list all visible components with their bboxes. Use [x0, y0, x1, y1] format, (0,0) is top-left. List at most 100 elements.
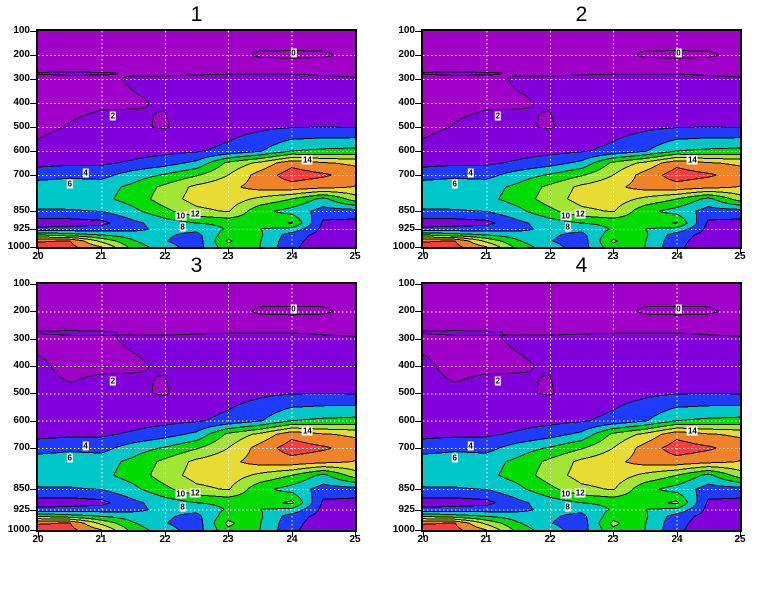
y-axis-tick — [415, 448, 421, 449]
x-axis-tick — [486, 532, 487, 537]
y-axis-tick — [415, 339, 421, 340]
y-axis-label-925: 925 — [398, 223, 415, 234]
y-axis-tick — [30, 55, 36, 56]
panel-title-3: 3 — [190, 254, 203, 277]
y-axis-tick — [30, 175, 36, 176]
y-axis-label-1000: 1000 — [7, 524, 30, 535]
x-axis-label-20: 20 — [417, 251, 429, 262]
x-axis-tick — [677, 249, 678, 254]
contour-panel-3: 0 2 4 6 14 10 12 8 — [36, 282, 357, 532]
y-axis-label-700: 700 — [398, 442, 415, 453]
x-axis-label-22: 22 — [159, 251, 171, 262]
x-axis-label-20: 20 — [32, 534, 44, 545]
x-axis-tick — [292, 532, 293, 537]
y-axis-label-300: 300 — [398, 73, 415, 84]
y-axis-tick — [415, 530, 421, 531]
x-axis-tick — [613, 532, 614, 537]
panel-title-1: 1 — [190, 3, 203, 26]
contour-label-0: 0 — [675, 48, 682, 58]
x-axis-tick — [550, 249, 551, 254]
y-axis-tick — [30, 127, 36, 128]
y-axis-label-925: 925 — [398, 504, 415, 515]
x-axis-label-21: 21 — [480, 251, 492, 262]
x-axis-label-25: 25 — [734, 534, 746, 545]
x-axis-label-24: 24 — [286, 534, 298, 545]
y-axis-label-700: 700 — [398, 169, 415, 180]
y-axis-label-600: 600 — [13, 145, 30, 156]
y-axis-tick — [415, 421, 421, 422]
contour-label-12: 12 — [574, 488, 586, 498]
x-axis-label-22: 22 — [159, 534, 171, 545]
y-axis-label-600: 600 — [398, 415, 415, 426]
contour-label-12: 12 — [189, 209, 201, 219]
x-axis-label-20: 20 — [32, 251, 44, 262]
y-axis-tick — [30, 311, 36, 312]
y-axis-label-1000: 1000 — [392, 524, 415, 535]
x-axis-tick — [228, 249, 229, 254]
contour-label-4: 4 — [82, 168, 89, 178]
y-axis-label-300: 300 — [398, 333, 415, 344]
y-axis-tick — [30, 530, 36, 531]
x-axis-label-23: 23 — [222, 534, 234, 545]
y-axis-label-100: 100 — [13, 25, 30, 36]
x-axis-tick — [38, 249, 39, 254]
x-axis-label-25: 25 — [349, 534, 361, 545]
panel-title-4: 4 — [575, 254, 588, 277]
x-axis-label-21: 21 — [480, 534, 492, 545]
y-axis-label-100: 100 — [398, 25, 415, 36]
y-axis-label-500: 500 — [13, 387, 30, 398]
y-axis-tick — [415, 175, 421, 176]
y-axis-tick — [30, 229, 36, 230]
y-axis-tick — [415, 489, 421, 490]
contour-label-8: 8 — [179, 502, 186, 512]
y-axis-label-850: 850 — [398, 483, 415, 494]
x-axis-tick — [355, 249, 356, 254]
y-axis-label-400: 400 — [398, 97, 415, 108]
x-axis-tick — [101, 249, 102, 254]
x-axis-tick — [550, 532, 551, 537]
y-axis-tick — [415, 79, 421, 80]
x-axis-tick — [38, 532, 39, 537]
contour-panel-1: 0 2 4 6 14 10 12 8 — [36, 29, 357, 249]
contour-label-8: 8 — [179, 222, 186, 232]
x-axis-tick — [486, 249, 487, 254]
y-axis-label-200: 200 — [13, 305, 30, 316]
contour-label-2: 2 — [109, 111, 117, 121]
y-axis-tick — [415, 284, 421, 285]
y-axis-label-400: 400 — [13, 360, 30, 371]
x-axis-label-25: 25 — [734, 251, 746, 262]
y-axis-tick — [30, 103, 36, 104]
contour-label-14: 14 — [301, 426, 313, 435]
y-axis-tick — [30, 421, 36, 422]
contour-label-4: 4 — [467, 441, 474, 451]
contour-panel-2: 0 2 4 6 14 10 12 8 — [421, 29, 742, 249]
y-axis-tick — [30, 366, 36, 367]
contour-label-8: 8 — [564, 502, 571, 512]
x-axis-tick — [740, 532, 741, 537]
y-axis-label-1000: 1000 — [7, 241, 30, 252]
contour-label-2: 2 — [494, 376, 502, 386]
x-axis-tick — [355, 532, 356, 537]
y-axis-tick — [415, 247, 421, 248]
y-axis-tick — [30, 79, 36, 80]
y-axis-label-400: 400 — [13, 97, 30, 108]
x-axis-label-21: 21 — [95, 251, 107, 262]
x-axis-label-23: 23 — [222, 251, 234, 262]
y-axis-tick — [415, 393, 421, 394]
contour-label-12: 12 — [574, 209, 586, 219]
y-axis-tick — [30, 339, 36, 340]
contour-label-4: 4 — [82, 441, 89, 451]
x-axis-tick — [423, 532, 424, 537]
y-axis-label-700: 700 — [13, 169, 30, 180]
y-axis-label-925: 925 — [13, 223, 30, 234]
y-axis-tick — [415, 55, 421, 56]
y-axis-tick — [415, 510, 421, 511]
x-axis-label-22: 22 — [544, 534, 556, 545]
x-axis-tick — [740, 249, 741, 254]
y-axis-label-300: 300 — [13, 333, 30, 344]
y-axis-label-200: 200 — [398, 49, 415, 60]
y-axis-tick — [30, 151, 36, 152]
y-axis-label-1000: 1000 — [392, 241, 415, 252]
x-axis-label-25: 25 — [349, 251, 361, 262]
y-axis-label-600: 600 — [13, 415, 30, 426]
